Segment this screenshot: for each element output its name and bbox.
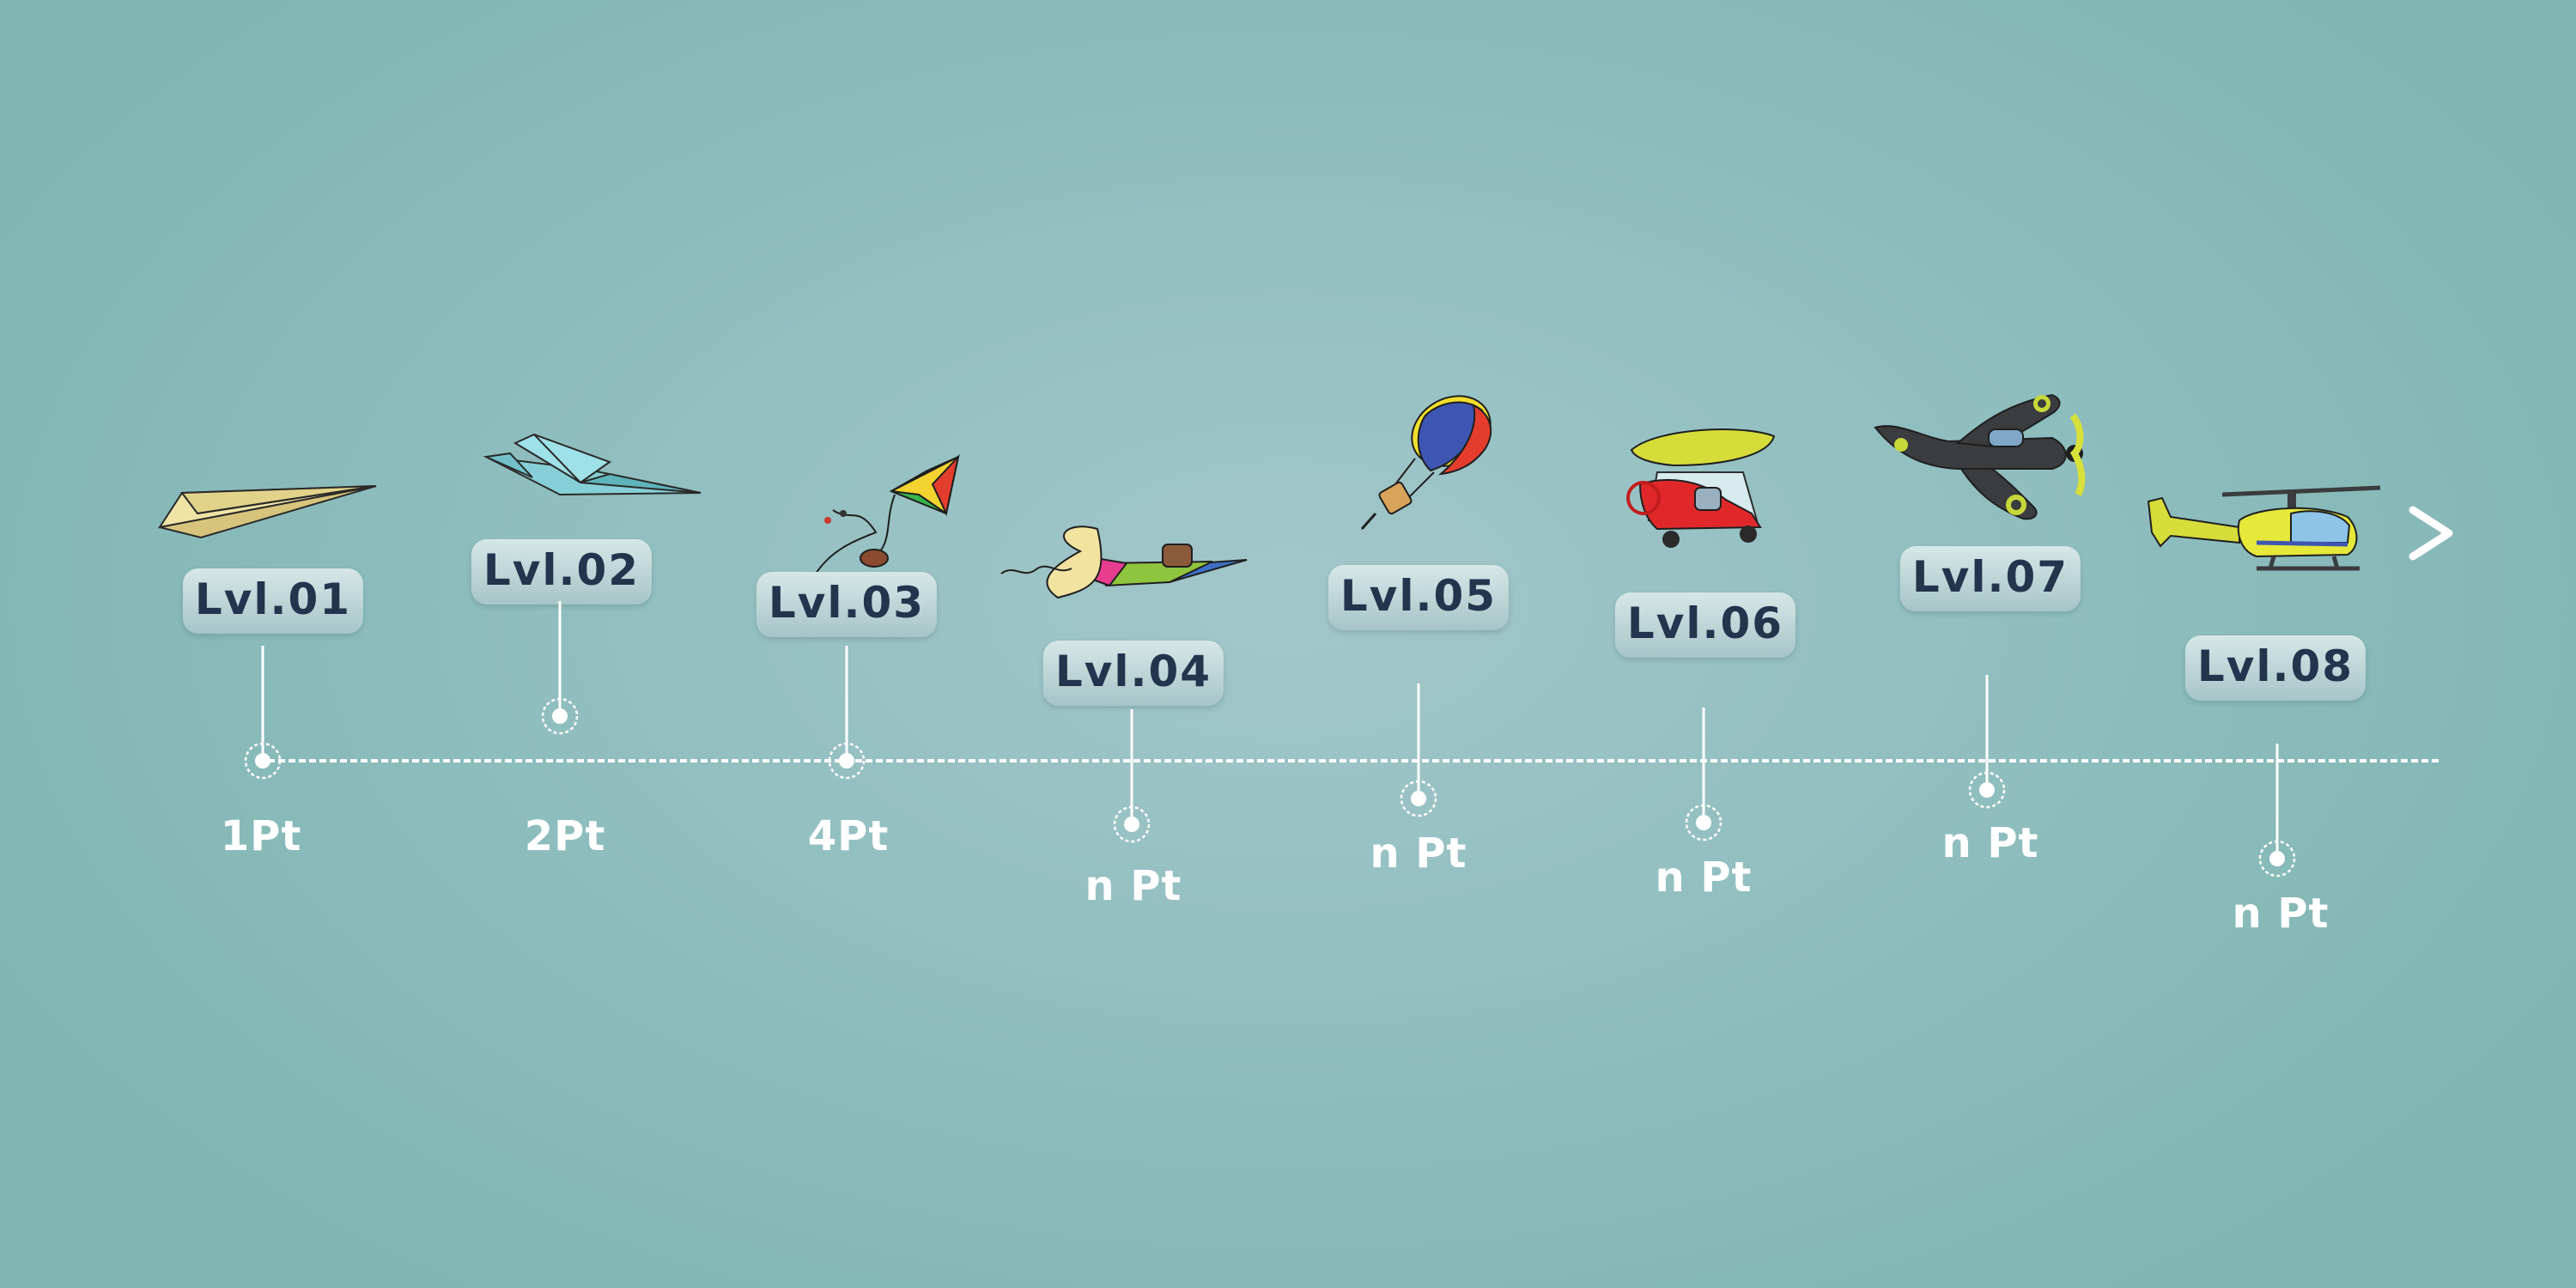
level-stem (558, 601, 562, 714)
level-node-icon[interactable] (1968, 771, 2006, 809)
level-node-icon[interactable] (828, 742, 866, 780)
level-node-icon[interactable] (1113, 805, 1151, 843)
level-stem (1702, 708, 1705, 821)
level-badge: Lvl.04 (1042, 641, 1224, 706)
paper-plane-icon (157, 485, 377, 539)
level-points: n Pt (1370, 829, 1467, 878)
level-stem (845, 646, 848, 759)
level-badge: Lvl.07 (1899, 546, 2081, 611)
level-stem (1417, 683, 1420, 797)
level-points: n Pt (1941, 819, 2039, 867)
level-stem (261, 646, 264, 759)
level-points: 2Pt (524, 812, 606, 860)
level-node-icon[interactable] (541, 697, 579, 735)
level-points: 4Pt (807, 812, 890, 860)
propeller-plane-icon (1874, 393, 2086, 520)
level-node-icon[interactable] (1400, 780, 1437, 817)
level-badge: Lvl.06 (1614, 592, 1796, 658)
timeline-dashed-line (258, 759, 2439, 762)
level-stem (1130, 709, 1133, 823)
level-points: n Pt (1084, 862, 1182, 910)
level-badge: Lvl.05 (1327, 565, 1510, 630)
level-points: n Pt (2232, 890, 2330, 938)
level-points: n Pt (1655, 854, 1753, 902)
ultralight-glider-icon (1626, 428, 1776, 548)
level-badge: Lvl.03 (756, 572, 938, 637)
rocket-glider-icon (1000, 526, 1248, 599)
kite-icon (815, 453, 960, 574)
paper-jet-icon (483, 433, 702, 496)
level-badge: Lvl.02 (471, 539, 653, 605)
chevron-right-icon[interactable] (2404, 505, 2456, 562)
level-node-icon[interactable] (2258, 840, 2296, 878)
level-node-icon[interactable] (1685, 804, 1722, 841)
helicopter-icon (2147, 485, 2381, 571)
hot-air-balloon-icon (1360, 395, 1492, 530)
level-stem (2275, 744, 2279, 857)
level-stem (1985, 675, 1989, 788)
level-badge: Lvl.01 (182, 568, 364, 634)
level-badge: Lvl.08 (2184, 635, 2366, 701)
level-points: 1Pt (220, 812, 302, 860)
level-node-icon[interactable] (244, 742, 282, 780)
